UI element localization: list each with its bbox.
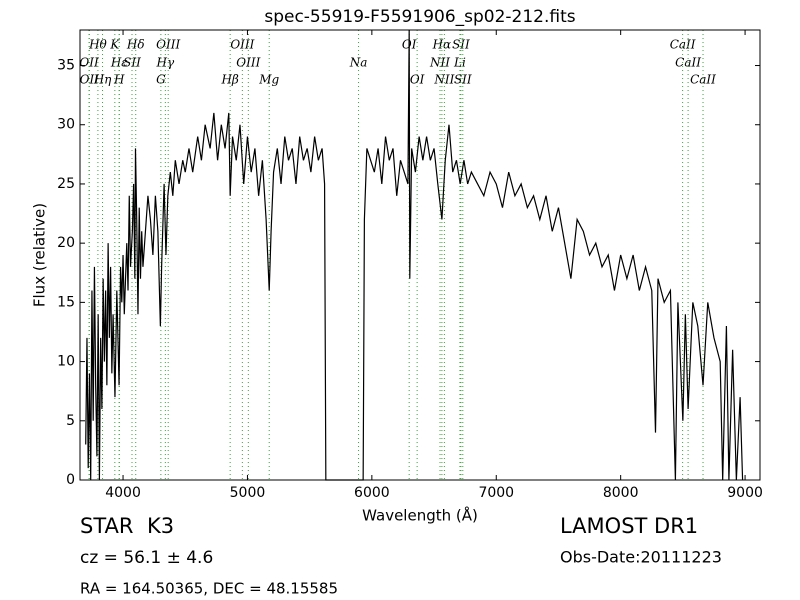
y-axis-label: Flux (relative): [31, 203, 49, 307]
spectral-line-label: OI: [410, 73, 425, 87]
spectral-line-label: SII: [454, 73, 472, 87]
spectral-line-label: OIII: [156, 38, 180, 52]
spectral-line-label: Hβ: [220, 73, 238, 87]
obs-date: Obs-Date:20111223: [560, 548, 722, 567]
chart-title: spec-55919-F5591906_sp02-212.fits: [264, 7, 575, 27]
y-tick-label: 35: [57, 58, 75, 74]
spectral-line-label: Hα: [432, 38, 452, 52]
spectral-line-label: Na: [349, 56, 368, 70]
spectral-line-label: Hδ: [126, 38, 145, 52]
spectral-line-label: Hγ: [156, 56, 175, 70]
spectral-line-label: Li: [453, 56, 466, 70]
spectral-line-label: Hη: [93, 73, 112, 87]
plot-frame: [79, 29, 761, 481]
y-tick-label: 10: [57, 354, 75, 370]
spectral-line-label: CaII: [675, 56, 701, 70]
redshift: cz = 56.1 ± 4.6: [80, 548, 213, 568]
x-tick-label: 8000: [603, 485, 639, 501]
x-axis-label: Wavelength (Å): [362, 506, 478, 525]
x-tick-label: 9000: [727, 485, 763, 501]
x-tick-label: 4000: [105, 485, 141, 501]
spectral-line-label: SII: [123, 56, 141, 70]
y-tick-label: 20: [57, 235, 75, 251]
y-tick-label: 30: [57, 117, 75, 133]
spectral-line-label: OIII: [236, 56, 260, 70]
y-tick-label: 15: [57, 294, 75, 310]
y-tick-label: 0: [66, 472, 75, 488]
y-tick-label: 5: [66, 413, 75, 429]
spectral-line-label: Mg: [258, 73, 279, 87]
spectral-line-label: NII: [429, 56, 450, 70]
survey: LAMOST DR1: [560, 514, 698, 538]
spectral-line-label: G: [156, 73, 166, 87]
spectral-line-label: K: [109, 38, 120, 52]
spectral-line-label: CaII: [670, 38, 696, 52]
x-tick-label: 6000: [354, 485, 390, 501]
object-class: STAR: [80, 514, 133, 538]
spectral-line-label: H: [113, 73, 125, 87]
spectral-line-label: SII: [452, 38, 470, 52]
spectral-line-label: OII: [80, 73, 100, 87]
x-tick-label: 7000: [478, 485, 514, 501]
position: RA = 164.50365, DEC = 48.15585: [80, 580, 338, 598]
object-subclass: K3: [147, 514, 174, 538]
spectral-line-label: Hθ: [88, 38, 107, 52]
y-tick-label: 25: [57, 176, 75, 192]
spectral-line-label: NII: [433, 73, 454, 87]
x-tick-label: 5000: [230, 485, 266, 501]
spectral-line-label: CaII: [690, 73, 716, 87]
spectrum: [85, 29, 744, 481]
spectral-line-label: OIII: [230, 38, 254, 52]
